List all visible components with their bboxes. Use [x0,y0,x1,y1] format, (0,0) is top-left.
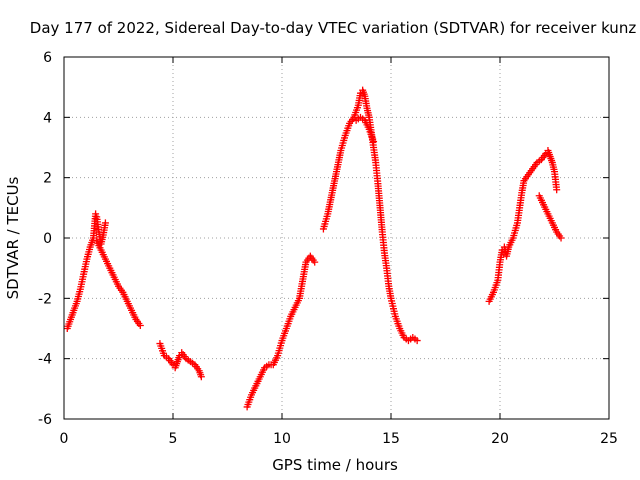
data-point [413,337,421,345]
data-point [101,219,109,227]
chart-title: Day 177 of 2022, Sidereal Day-to-day VTE… [30,19,637,37]
grid-lines [64,57,609,419]
y-tick-label: -2 [38,291,52,307]
x-tick-label: 5 [169,431,178,447]
y-tick-label: 0 [43,231,52,247]
tick-labels: 0 5 10 15 20 25 -6 -4 -2 0 2 4 6 [38,50,618,447]
data-point [197,373,205,381]
data-point [311,258,319,266]
data-point [553,186,561,194]
x-tick-label: 10 [273,431,291,447]
axis-ticks [63,56,610,420]
y-tick-label: 6 [43,50,52,66]
y-tick-label: 4 [43,110,52,126]
data-point [92,210,100,218]
y-tick-label: 2 [43,171,52,187]
x-axis-label: GPS time / hours [272,456,398,474]
y-tick-label: -4 [38,352,52,368]
y-axis-label: SDTVAR / TECUs [4,176,22,299]
data-points [63,86,565,411]
y-tick-label: -6 [38,412,52,428]
data-point [557,234,565,242]
data-point [136,321,144,329]
x-tick-label: 0 [60,431,69,447]
x-tick-label: 15 [382,431,400,447]
data-point [370,137,378,145]
x-tick-label: 20 [491,431,509,447]
x-tick-label: 25 [600,431,618,447]
